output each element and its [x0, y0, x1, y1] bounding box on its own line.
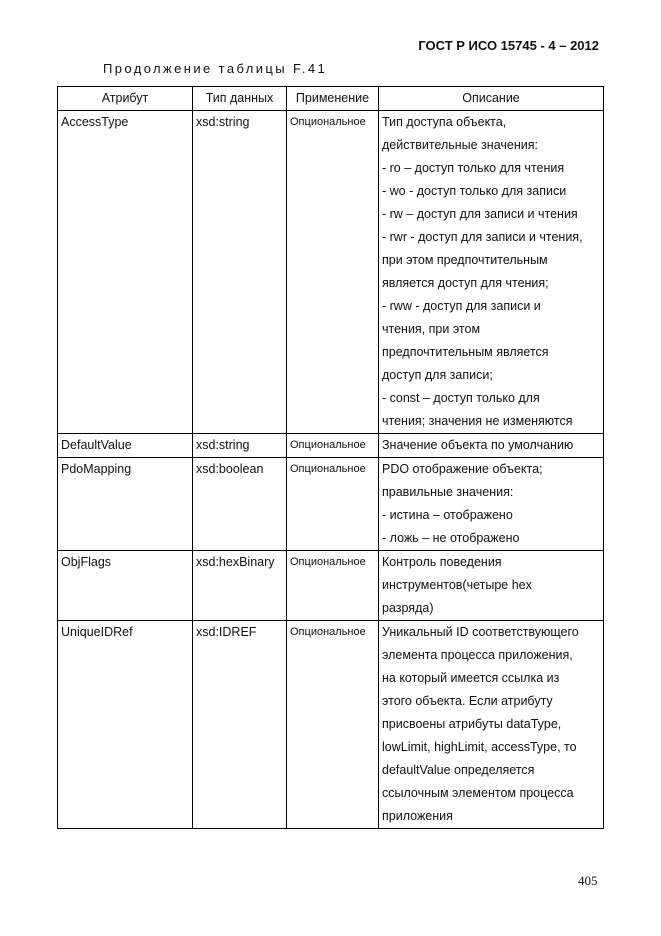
description-line: - rww - доступ для записи и: [382, 299, 541, 313]
description-line: инструментов(четыре hex: [382, 578, 532, 592]
description-line: действительные значения:: [382, 138, 538, 152]
column-header: Атрибут: [57, 86, 193, 111]
description-line: приложения: [382, 809, 453, 823]
description-line: предпочтительным является: [382, 345, 549, 359]
description-line: при этом предпочтительным: [382, 253, 548, 267]
table-cell: Опциональное: [286, 110, 379, 434]
description-cell: Контроль поведения инструментов(четыре he…: [378, 550, 604, 621]
description-cell: PDO отображение объекта; правильные значе…: [378, 457, 604, 551]
attribute-table: Атрибут Тип данных Применение Описание Acce…: [57, 86, 604, 829]
table-cell: xsd:IDREF: [192, 620, 287, 829]
table-cell: xsd:hexBinary: [192, 550, 287, 621]
description-line: элемента процесса приложения,: [382, 648, 573, 662]
table-cell: UniqueIDRef: [57, 620, 193, 829]
description-line: Тип доступа объекта,: [382, 115, 507, 129]
description-line: является доступ для чтения;: [382, 276, 549, 290]
description-line: lowLimit, highLimit, accessType, то: [382, 740, 577, 754]
description-cell: Значение объекта по умолчанию: [378, 433, 604, 458]
description-line: разряда): [382, 601, 434, 615]
table-row: DefaultValue xsd:string Опциональное Значен…: [57, 433, 604, 458]
table-row: AccessType xsd:string Опциональное Тип дост…: [57, 110, 604, 434]
description-line: - ложь – не отображено: [382, 531, 520, 545]
description-cell: Уникальный ID соответствующего элемента п…: [378, 620, 604, 829]
description-line: - ro – доступ только для чтения: [382, 161, 565, 175]
description-line: Уникальный ID соответствующего: [382, 625, 579, 639]
table-cell: Опциональное: [286, 550, 379, 621]
table-cell: DefaultValue: [57, 433, 193, 458]
description-line: на который имеется ссылка из: [382, 671, 560, 685]
description-line: чтения, при этом: [382, 322, 481, 336]
table-cell: Опциональное: [286, 457, 379, 551]
description-line: PDO отображение объекта;: [382, 462, 543, 476]
description-line: ссылочным элементом процесса: [382, 786, 574, 800]
table-row: PdoMapping xsd:boolean Опциональное PDO ото…: [57, 457, 604, 551]
description-line: - rwr - доступ для записи и чтения,: [382, 230, 583, 244]
table-cell: Опциональное: [286, 433, 379, 458]
column-header: Применение: [286, 86, 379, 111]
description-line: Значение объекта по умолчанию: [382, 438, 574, 452]
description-line: - rw – доступ для записи и чтения: [382, 207, 578, 221]
doc-header: ГОСТ Р ИСО 15745 - 4 – 2012: [418, 38, 599, 53]
description-line: - истина – отображено: [382, 508, 513, 522]
description-line: присвоены атрибуты dataType,: [382, 717, 562, 731]
description-line: чтения; значения не изменяются: [382, 414, 573, 428]
description-line: defaultValue определяется: [382, 763, 535, 777]
description-line: этого объекта. Если атрибуту: [382, 694, 553, 708]
description-line: Контроль поведения: [382, 555, 502, 569]
table-cell: Опциональное: [286, 620, 379, 829]
column-header: Тип данных: [192, 86, 287, 111]
description-line: - wo - доступ только для записи: [382, 184, 567, 198]
table-cell: xsd:boolean: [192, 457, 287, 551]
table-cell: AccessType: [57, 110, 193, 434]
table-row: ObjFlags xsd:hexBinary Опциональное Контрол…: [57, 550, 604, 621]
table-caption: Продолжение таблицы F.41: [103, 61, 328, 76]
table-cell: ObjFlags: [57, 550, 193, 621]
table-cell: PdoMapping: [57, 457, 193, 551]
table-cell: xsd:string: [192, 110, 287, 434]
page-number: 405: [578, 873, 598, 888]
header-row: Атрибут Тип данных Применение Описание: [57, 86, 604, 111]
description-line: доступ для записи;: [382, 368, 493, 382]
description-line: - const – доступ только для: [382, 391, 540, 405]
column-header: Описание: [378, 86, 604, 111]
description-line: правильные значения:: [382, 485, 514, 499]
table-cell: xsd:string: [192, 433, 287, 458]
table-row: UniqueIDRef xsd:IDREF Опциональное Уникальн…: [57, 620, 604, 829]
description-cell: Тип доступа объекта, действительные значе…: [378, 110, 604, 434]
